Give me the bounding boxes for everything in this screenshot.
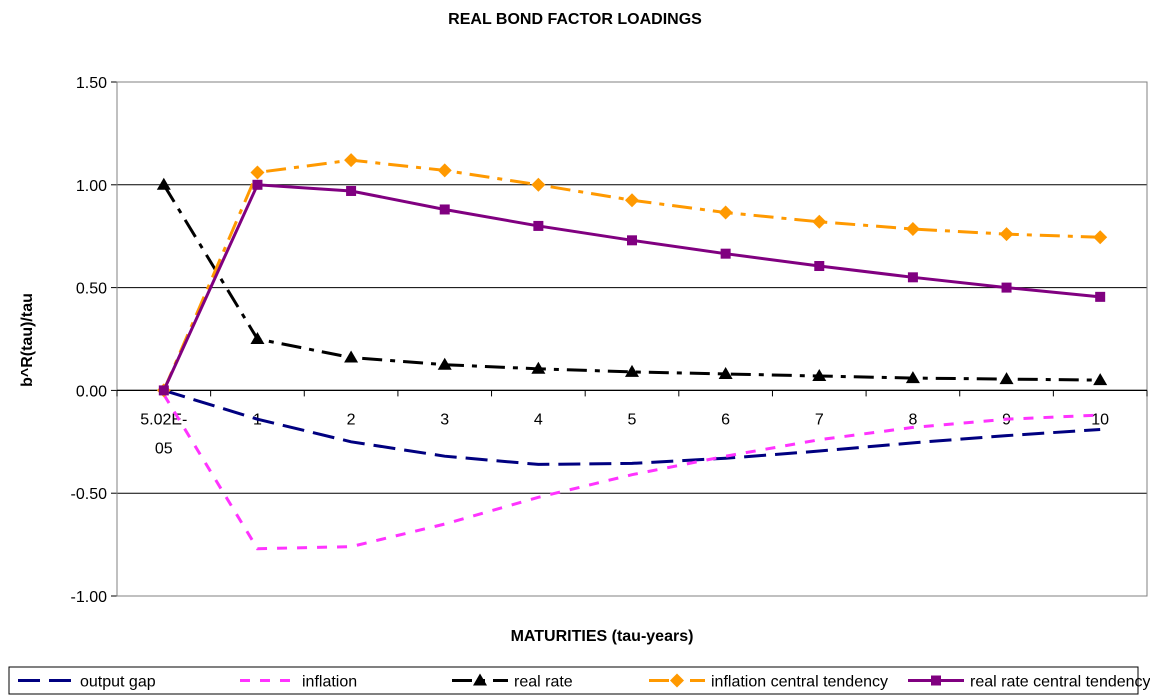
y-tick-label: 0.00: [76, 383, 107, 400]
data-point: [156, 177, 171, 190]
y-tick-label: 1.50: [76, 75, 107, 92]
data-point: [437, 163, 452, 178]
data-point: [252, 179, 263, 190]
x-tick-label: 5: [628, 411, 637, 428]
x-axis-title: MATURITIES (tau-years): [511, 628, 694, 645]
legend-entry: inflation: [240, 674, 357, 691]
data-point: [718, 366, 733, 379]
legend-label: real rate: [514, 674, 573, 691]
x-tick-label: 8: [908, 411, 917, 428]
data-point: [1001, 282, 1012, 293]
plot-area: -1.00-0.500.000.501.001.505.02E-051 2 3 4 5 6…: [71, 75, 1148, 606]
data-point: [720, 248, 731, 259]
legend-entry: output gap: [18, 674, 156, 691]
data-point: [437, 357, 452, 370]
legend-entry: real rate central tendency: [908, 674, 1150, 691]
y-tick-label: -1.00: [71, 589, 108, 606]
x-tick-label: 4: [534, 411, 543, 428]
x-tick-label: 7: [815, 411, 824, 428]
legend-entry: real rate: [452, 673, 573, 691]
legend-label: inflation central tendency: [711, 674, 888, 691]
y-tick-label: 0.50: [76, 281, 107, 298]
data-point: [346, 185, 357, 196]
x-tick-label: 10: [1091, 411, 1109, 428]
legend: output gap inflation real rate inflation ce…: [8, 666, 1150, 695]
data-point: [439, 204, 450, 215]
data-point: [814, 261, 825, 272]
legend-box: [8, 666, 1139, 695]
data-point: [625, 364, 639, 377]
series-line: [163, 388, 1101, 466]
x-tick-label: 5.02E-05: [140, 411, 187, 457]
data-point: [999, 227, 1014, 242]
data-point: [905, 222, 920, 237]
data-point: [533, 220, 544, 231]
legend-marker: [931, 675, 941, 686]
legend-entry: inflation central tendency: [649, 673, 888, 691]
series-line: [162, 184, 1101, 382]
plot-border: [116, 81, 1148, 597]
data-point: [531, 177, 546, 192]
legend-label: inflation: [302, 674, 357, 691]
legend-label: output gap: [80, 674, 156, 691]
data-point: [1095, 291, 1106, 302]
data-point: [905, 371, 920, 384]
data-point: [250, 332, 265, 344]
data-point: [625, 193, 639, 208]
y-tick-label: -0.50: [71, 486, 108, 503]
series-real-rate: [156, 177, 1108, 386]
chart-title: REAL BOND FACTOR LOADINGS: [448, 11, 702, 28]
data-point: [158, 385, 169, 396]
data-point: [907, 272, 918, 283]
data-point: [812, 214, 827, 229]
x-tick-label: 3: [440, 411, 449, 428]
data-point: [531, 361, 546, 374]
y-axis-title: b^R(tau)/tau: [19, 293, 36, 387]
data-point: [812, 369, 827, 382]
data-point: [344, 153, 359, 168]
x-tick-label: 2: [347, 411, 356, 428]
legend-marker: [670, 673, 684, 688]
series-inflation-central-tendency: [156, 153, 1108, 398]
data-point: [627, 235, 637, 246]
series-real-rate-central-tendency: [158, 179, 1106, 396]
series-line: [162, 393, 1101, 551]
legend-marker: [473, 673, 487, 686]
x-tick-label: 6: [721, 411, 730, 428]
data-point: [1093, 373, 1108, 386]
y-tick-label: 1.00: [76, 178, 107, 195]
legend-label: real rate central tendency: [970, 674, 1150, 691]
data-point: [344, 350, 359, 363]
data-point: [999, 372, 1014, 385]
data-point: [718, 205, 733, 220]
series-inflation: [162, 393, 1101, 551]
series-output-gap: [163, 388, 1101, 466]
data-point: [250, 165, 265, 180]
data-point: [1093, 230, 1108, 245]
